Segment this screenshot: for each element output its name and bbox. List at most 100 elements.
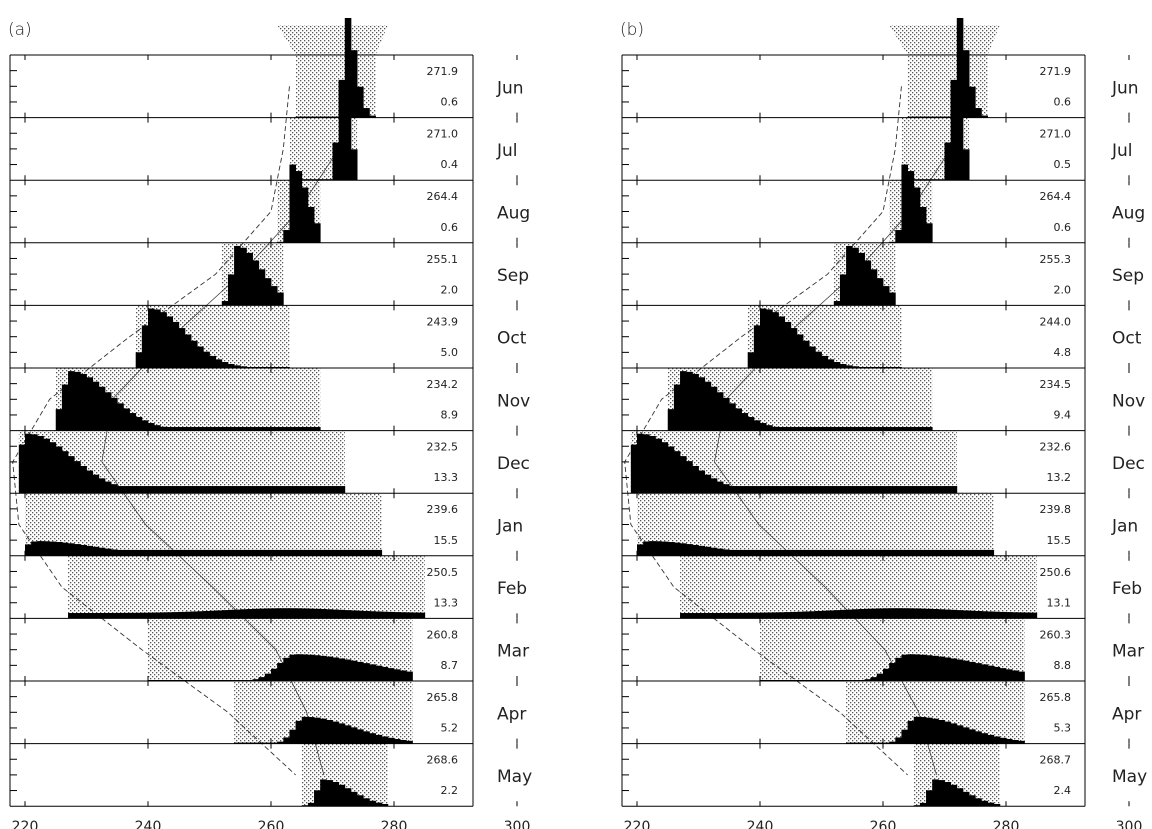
histogram-bar [926,549,933,556]
month-label: Sep [1112,266,1144,286]
histogram-bar [363,798,370,807]
histogram-bar [314,790,321,807]
histogram-bar [320,779,327,807]
histogram-bar [350,50,358,118]
histogram-bar [950,486,958,494]
histogram-bar [307,802,315,807]
histogram-bar [104,392,112,431]
histogram-bar [215,427,223,431]
histogram-bar [350,610,358,619]
histogram-bar [381,611,389,619]
histogram-bar [919,608,927,619]
histogram-bar [344,549,352,556]
histogram-bar [969,661,976,681]
histogram-bar [406,612,413,619]
histogram-bar [919,802,927,807]
histogram-bar [123,486,130,494]
histogram-bar [240,427,247,431]
mean-label: 271.9 [427,65,459,78]
histogram-bar [252,549,260,556]
histogram-bar [889,427,896,431]
histogram-bar [227,486,235,494]
histogram-bar [956,788,964,807]
histogram-bar [111,549,118,556]
histogram-bar [338,609,346,619]
histogram-bar [252,486,260,494]
histogram-bar [295,720,303,744]
histogram-bar [883,668,890,681]
mean-label: 255.1 [427,253,459,266]
histogram-bar [753,549,761,556]
histogram-bar [735,486,742,494]
histogram-bar [926,655,933,681]
histogram-bar [926,486,933,494]
histogram-bar [778,612,785,619]
histogram-bar [839,274,847,306]
histogram-bar [209,355,217,368]
histogram-bar [858,366,865,368]
histogram-bar [716,548,724,556]
month-label: Jan [1111,517,1138,537]
histogram-bar [394,612,401,619]
histogram-bar [86,470,94,494]
histogram-bar [203,486,210,494]
histogram-bar [68,543,75,556]
histogram-bar [704,381,712,431]
histogram-bar [815,351,822,368]
histogram-bar [357,549,364,556]
histogram-bar [400,612,407,619]
histogram-bar [993,611,1001,619]
mean-label: 244.0 [1040,315,1072,328]
histogram-bar [160,426,167,431]
histogram-bar [796,611,804,619]
histogram-bar [907,549,915,556]
histogram-bar [55,409,63,431]
month-label: Apr [497,704,526,724]
histogram-bar [283,549,290,556]
histogram-bar [117,549,124,556]
histogram-bar [264,278,272,306]
histogram-bar [901,608,908,619]
histogram-bar [932,718,939,744]
histogram-bar [803,340,810,368]
histogram-bar [307,486,315,494]
histogram-bar [350,149,358,181]
histogram-bar [92,546,100,556]
histogram-bar [148,423,155,431]
histogram-bar [252,608,260,619]
histogram-bar [197,611,204,619]
histogram-bar [68,371,75,431]
histogram-bar [320,655,327,681]
histogram-bar [760,486,767,494]
histogram-bar [969,729,976,744]
histogram-bar [938,486,945,494]
histogram-bar [234,245,241,306]
histogram-bar [301,549,309,556]
histogram-bar [901,427,908,431]
histogram-bar [784,612,792,619]
histogram-bar [326,609,333,619]
histogram-bar [907,654,915,681]
mean-label: 265.8 [427,691,459,704]
histogram-bar [37,435,44,494]
histogram-bar [784,321,792,368]
histogram-bar [184,486,192,494]
histogram-bar [37,541,44,556]
std-label: 5.2 [441,722,459,735]
histogram-bar [723,549,730,556]
histogram-bar [883,608,890,619]
histogram-bar [649,541,656,556]
histogram-bar [846,427,853,431]
histogram-bar [981,664,988,681]
histogram-bar [258,269,266,306]
panel-letter: (a) [8,20,32,40]
histogram-bar [314,223,321,243]
mean-label: 239.6 [427,503,459,516]
histogram-bar [160,549,167,556]
histogram-bar [1018,612,1025,619]
histogram-bar [191,427,198,431]
histogram-bar [418,612,426,619]
histogram-bar [277,292,284,306]
histogram-bar [969,86,976,118]
histogram-bar [412,612,419,619]
